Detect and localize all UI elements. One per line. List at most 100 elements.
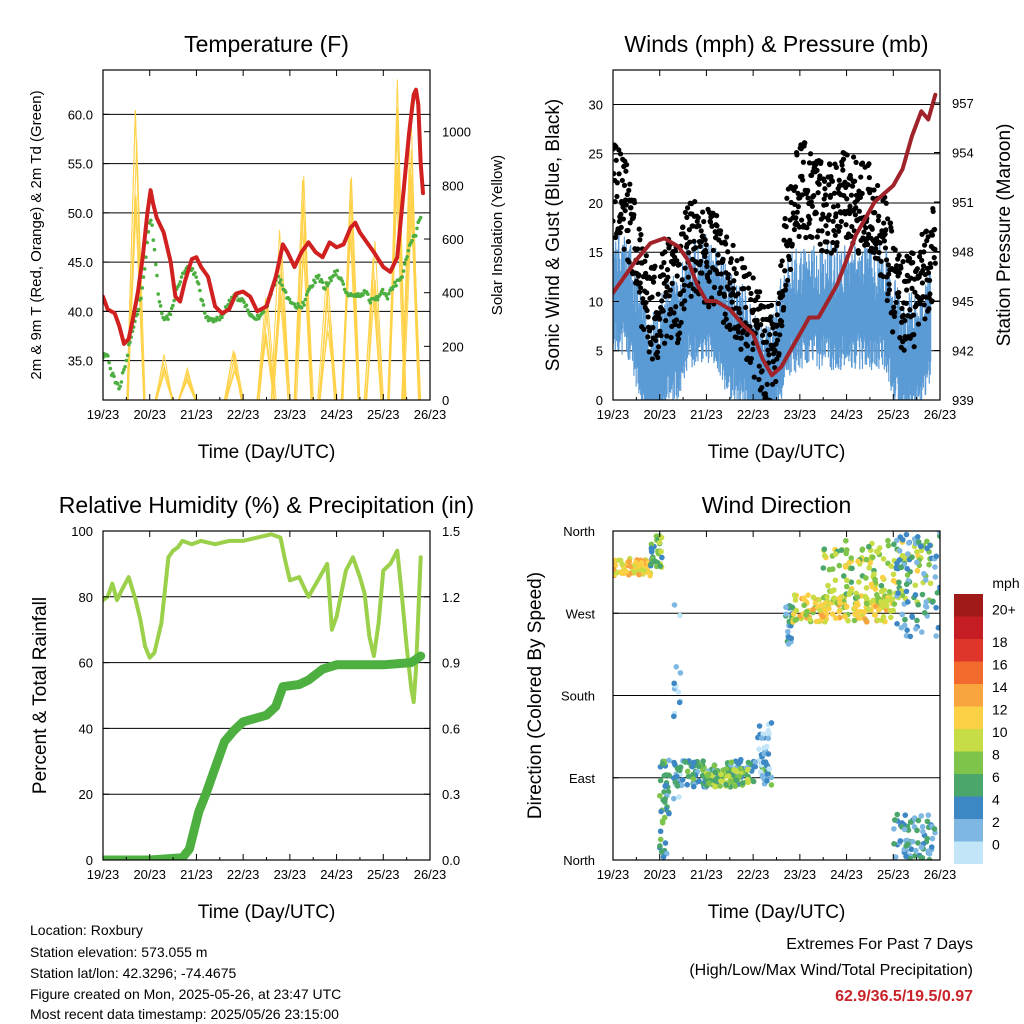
winds-y2-tick-label: 945: [952, 294, 974, 309]
winds-series-1-point: [759, 384, 765, 391]
solar-peak: [294, 206, 313, 400]
winds-series-1-point: [837, 224, 843, 230]
winds-series-1-point: [637, 237, 643, 243]
temperature-series-1-point: [340, 279, 344, 283]
direction-point: [663, 772, 669, 778]
winds-series-1-point: [925, 234, 931, 240]
winds-series-1-point: [664, 333, 670, 339]
winds-series-1-point: [761, 304, 767, 310]
direction-point: [913, 847, 919, 854]
winds-series-1-point: [658, 333, 664, 339]
winds-series-1-point: [706, 304, 712, 310]
temperature-series-1-point: [292, 302, 297, 306]
direction-point: [914, 533, 921, 540]
direction-point: [851, 617, 858, 624]
winds-series-1-point: [901, 347, 907, 353]
winds-series-1-point: [756, 376, 762, 383]
humidity-y2-tick-label: 1.5: [442, 524, 460, 539]
direction-point: [712, 769, 719, 776]
direction-point: [820, 613, 826, 620]
winds-series-1-point: [929, 232, 936, 238]
direction-point: [651, 558, 658, 564]
winds-series-1-point: [644, 290, 650, 296]
winds-series-1-point: [881, 238, 888, 244]
temperature-series-1-point: [279, 278, 283, 282]
humidity-x-tick-label: 26/23: [414, 867, 447, 882]
winds-series-1-point: [726, 322, 733, 328]
winds-series-1-point: [896, 289, 902, 296]
temperature-y-tick-label: 55.0: [68, 157, 93, 172]
winddir-x-tick-label: 22/23: [737, 867, 770, 882]
humidity-y2-tick-label: 0.3: [442, 787, 460, 802]
winds-series-1-point: [636, 226, 642, 232]
temperature-y-tick-label: 40.0: [68, 304, 93, 319]
winds-series-1-point: [773, 378, 779, 385]
direction-point: [678, 782, 685, 789]
direction-point: [883, 603, 890, 609]
direction-point: [904, 572, 911, 578]
direction-point: [765, 735, 772, 742]
humidity-y-tick-label: 40: [79, 721, 93, 736]
direction-point: [919, 629, 925, 635]
direction-point: [906, 540, 912, 546]
humidity-series-0-line: [103, 532, 423, 705]
winddir-y-tick-label: East: [569, 771, 595, 786]
temperature-series-1-point: [122, 368, 126, 372]
direction-point: [690, 771, 696, 778]
direction-point: [700, 758, 706, 764]
direction-point: [826, 566, 833, 573]
direction-point: [632, 559, 639, 566]
winds-series-1-point: [721, 293, 728, 299]
solar-peak: [366, 279, 384, 400]
direction-point: [824, 593, 830, 600]
winds-series-1-point: [891, 304, 897, 310]
direction-point: [662, 840, 669, 846]
winds-series-1-point: [709, 223, 715, 229]
winds-series-1-point: [618, 224, 624, 231]
colorbar-label: 6: [992, 769, 1000, 785]
direction-point: [901, 826, 908, 833]
winds-series-1-point: [754, 317, 760, 324]
winds-series-1-point: [774, 312, 780, 318]
winds-series-1-point: [892, 247, 898, 253]
winds-series-1-point: [875, 217, 881, 224]
winds-series-1-point: [910, 250, 916, 257]
direction-point: [902, 616, 908, 623]
winds-series-1-point: [682, 209, 689, 216]
solar-peak: [341, 220, 360, 400]
direction-point: [671, 759, 677, 766]
winds-series-1-point: [821, 178, 828, 184]
winds-series-1-point: [798, 217, 805, 223]
direction-point: [728, 778, 734, 785]
direction-point: [933, 633, 939, 639]
winds-series-1-point: [750, 346, 756, 353]
winds-series-1-point: [784, 195, 790, 201]
winds-series-1-point: [885, 291, 891, 297]
temperature-series-1-point: [139, 296, 143, 301]
direction-point: [684, 781, 691, 788]
winds-series-1-point: [668, 334, 674, 341]
winds-series-1-point: [686, 250, 692, 256]
winds-series-1-point: [873, 245, 879, 252]
temperature-series-1-point: [277, 280, 282, 285]
winds-series-1-point: [625, 227, 631, 234]
created-text: Figure created on Mon, 2025-05-26, at 23…: [30, 986, 342, 1002]
direction-point: [728, 759, 735, 765]
colorbar-swatch: [954, 819, 983, 842]
winds-series-1-point: [626, 259, 632, 265]
winds-y-axis-label: Sonic Wind & Gust (Blue, Black): [543, 99, 564, 371]
temperature-y2-tick-label: 1000: [442, 125, 471, 140]
temperature-x-tick-label: 22/23: [227, 407, 260, 422]
winds-series-1-point: [659, 298, 665, 304]
direction-point: [696, 778, 702, 785]
humidity-y2-tick-label: 0.9: [442, 656, 460, 671]
winds-series-1-point: [688, 281, 694, 287]
temperature-series-1-point: [342, 287, 347, 292]
direction-point: [856, 615, 863, 621]
direction-point: [920, 828, 926, 835]
winds-y2-tick-label: 948: [952, 245, 974, 260]
winds-series-1-point: [894, 263, 900, 269]
direction-point: [836, 562, 843, 569]
temperature-series-1-point: [361, 293, 365, 297]
